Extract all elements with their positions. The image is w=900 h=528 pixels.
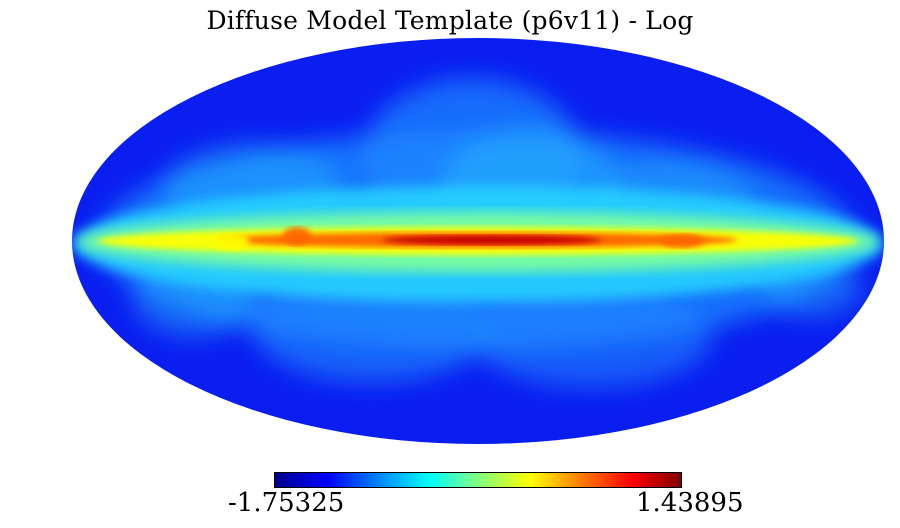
plane-core: [382, 235, 602, 245]
cygnus-spot: [283, 227, 311, 245]
colorbar-max-label: 1.43895: [636, 488, 744, 518]
plane-spot-east: [660, 234, 704, 248]
mollweide-map-svg: [72, 38, 884, 444]
south-east-cloud: [472, 288, 712, 388]
galactic-plane: [72, 186, 884, 302]
colorbar-min-label: -1.75325: [228, 488, 345, 518]
sky-map: [72, 38, 884, 444]
map-body: [72, 38, 884, 444]
plane-spot-west: [214, 234, 250, 250]
map-title: Diffuse Model Template (p6v11) - Log: [206, 6, 694, 35]
colorbar: [274, 472, 682, 488]
